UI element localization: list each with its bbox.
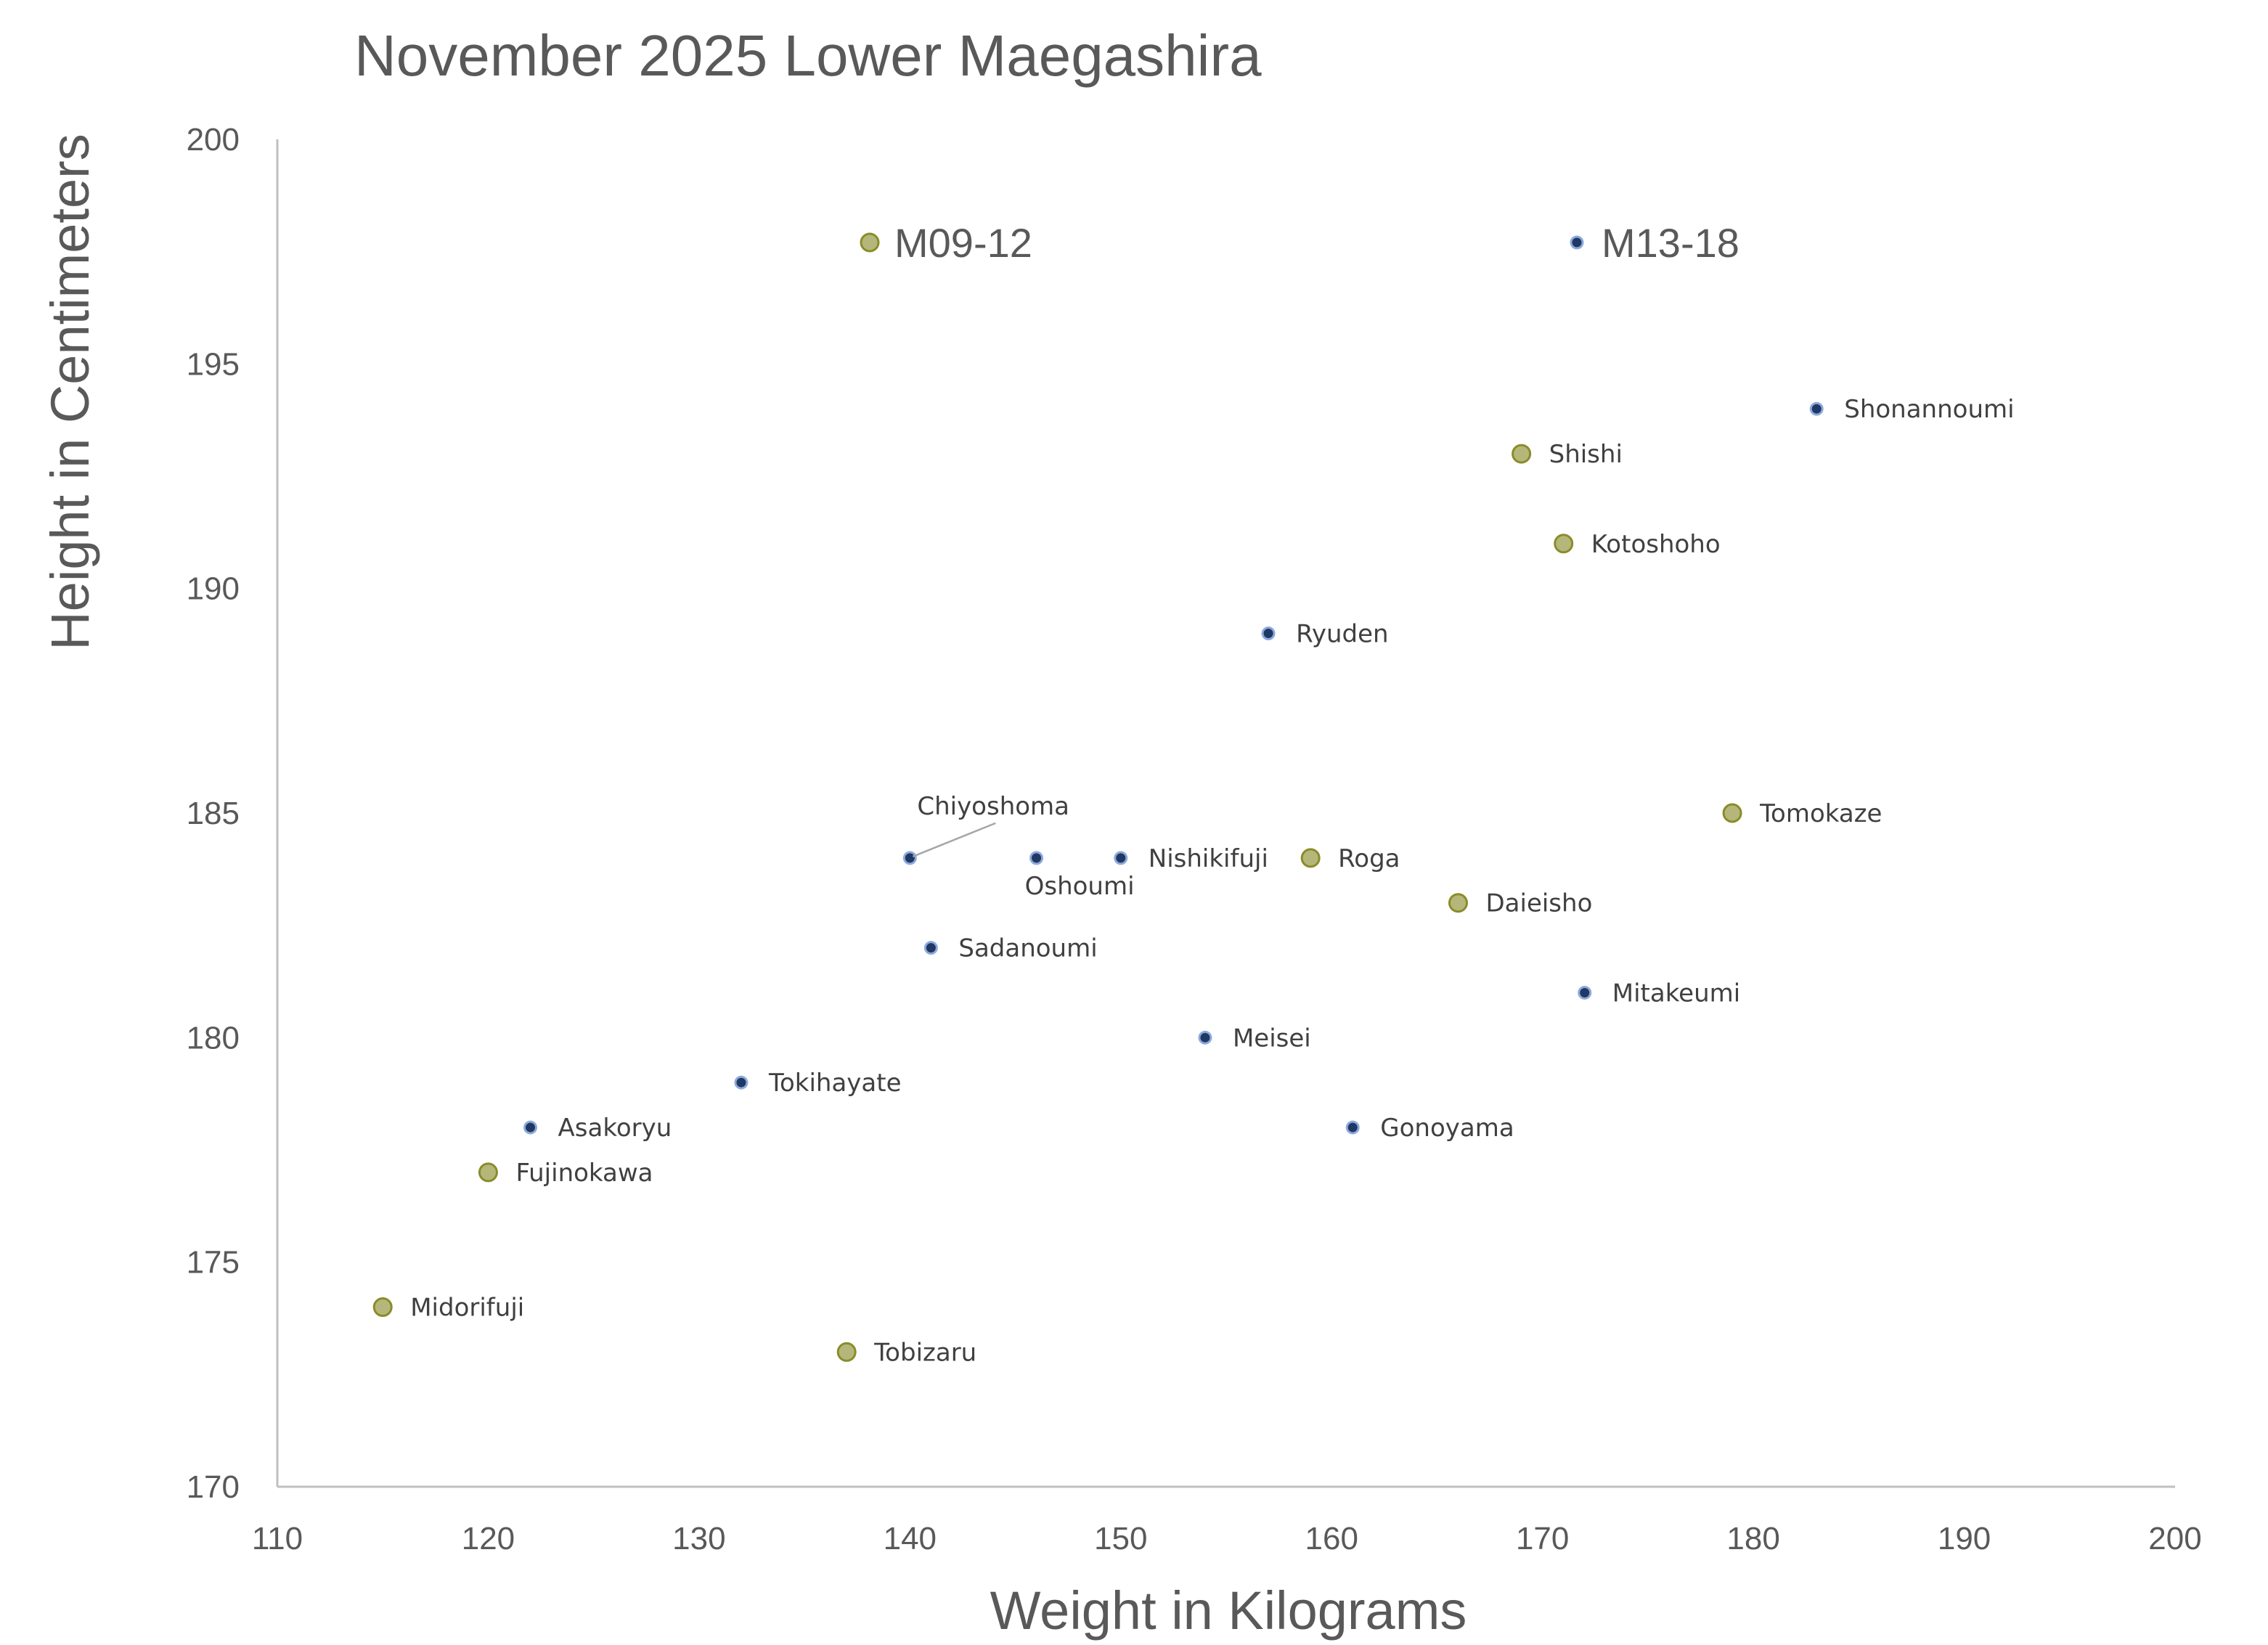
point-label: Meisei xyxy=(1233,1024,1311,1053)
x-tick-label: 110 xyxy=(252,1521,303,1556)
point-label: Tobizaru xyxy=(873,1338,976,1367)
point-label: Asakoryu xyxy=(558,1114,672,1143)
leader-line xyxy=(912,822,996,858)
data-point xyxy=(1512,444,1532,464)
data-point xyxy=(1554,534,1574,554)
x-tick-label: 200 xyxy=(2148,1521,2201,1556)
data-point xyxy=(372,1297,393,1318)
point-label: Tomokaze xyxy=(1759,799,1882,828)
x-tick-label: 190 xyxy=(1938,1521,1991,1556)
x-tick-label: 120 xyxy=(462,1521,515,1556)
y-tick-label: 195 xyxy=(187,346,240,382)
point-label: Gonoyama xyxy=(1380,1114,1514,1143)
data-point xyxy=(734,1075,748,1090)
point-label: Daieisho xyxy=(1485,889,1592,918)
data-point xyxy=(1300,848,1321,868)
point-label: Nishikifuji xyxy=(1149,844,1268,873)
point-label: Ryuden xyxy=(1296,620,1388,649)
point-label: Kotoshoho xyxy=(1591,530,1721,559)
point-label: Shishi xyxy=(1549,440,1623,469)
point-label: Sadanoumi xyxy=(958,934,1097,963)
point-label: Tokihayate xyxy=(768,1069,902,1098)
point-label: Chiyoshoma xyxy=(917,792,1069,821)
legend-marker xyxy=(1570,235,1584,250)
y-tick-label: 185 xyxy=(187,796,240,831)
data-point xyxy=(1029,851,1044,865)
chart-title: November 2025 Lower Maegashira xyxy=(354,23,1262,88)
point-label: Mitakeumi xyxy=(1612,979,1740,1008)
x-tick-label: 180 xyxy=(1726,1521,1779,1556)
data-point xyxy=(1722,803,1742,823)
y-tick-label: 200 xyxy=(187,122,240,158)
data-point xyxy=(1114,851,1128,865)
y-tick-label: 180 xyxy=(187,1020,240,1056)
data-point xyxy=(1345,1120,1360,1135)
point-label: Roga xyxy=(1338,844,1400,873)
point-label: Shonannoumi xyxy=(1844,395,2014,424)
data-point xyxy=(478,1162,498,1183)
data-point xyxy=(1809,401,1824,416)
data-point xyxy=(1448,893,1468,913)
x-tick-label: 170 xyxy=(1516,1521,1569,1556)
data-point xyxy=(1198,1030,1212,1045)
data-point xyxy=(923,941,938,955)
axis-ticks: 110 120 130 140 150 160 170 180 190 200 170 175 180 1… xyxy=(187,122,2202,1556)
legend-label: M13-18 xyxy=(1602,220,1739,266)
data-point xyxy=(523,1120,538,1135)
x-tick-label: 140 xyxy=(884,1521,937,1556)
y-tick-label: 170 xyxy=(187,1469,240,1505)
legend-label: M09-12 xyxy=(894,220,1032,266)
y-tick-label: 175 xyxy=(187,1245,240,1281)
y-tick-label: 190 xyxy=(187,571,240,607)
legend: M09-12 M13-18 xyxy=(860,220,1739,266)
data-points: Shishi Kotoshoho Tomokaze Roga Daieisho Fujin… xyxy=(372,395,2015,1367)
x-tick-label: 150 xyxy=(1094,1521,1147,1556)
x-tick-label: 160 xyxy=(1305,1521,1358,1556)
data-point xyxy=(1261,626,1276,641)
point-label: Fujinokawa xyxy=(515,1159,653,1188)
data-point xyxy=(902,851,917,865)
x-axis-title: Weight in Kilograms xyxy=(990,1580,1467,1641)
y-axis-title: Height in Centimeters xyxy=(40,134,100,650)
x-tick-label: 130 xyxy=(672,1521,725,1556)
legend-marker xyxy=(860,232,880,253)
point-label: Midorifuji xyxy=(410,1294,524,1323)
point-label: Oshoumi xyxy=(1025,872,1135,901)
data-point xyxy=(836,1342,857,1362)
data-point xyxy=(1578,985,1592,1000)
